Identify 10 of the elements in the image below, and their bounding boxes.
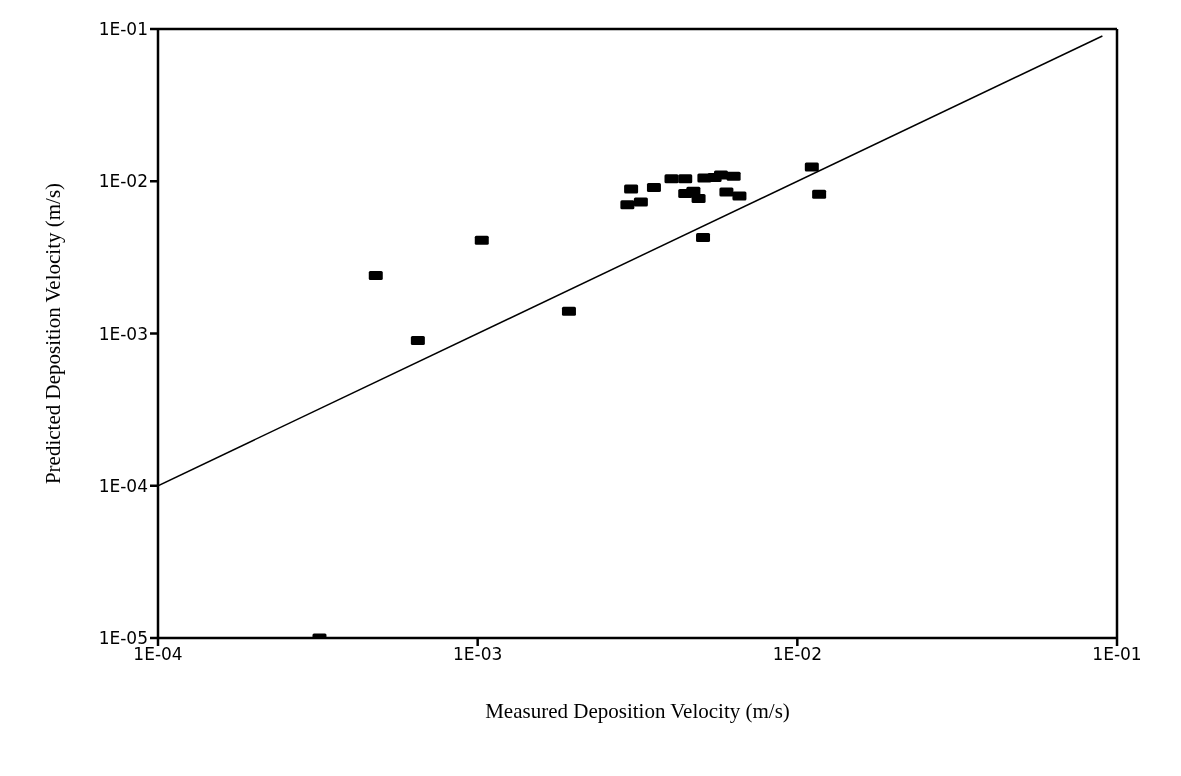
x-axis-title: Measured Deposition Velocity (m/s): [485, 699, 790, 723]
y-axis-title: Predicted Deposition Velocity (m/s): [41, 182, 66, 485]
x-tick-label: 1E-02: [772, 644, 822, 665]
x-tick-label: 1E-03: [453, 644, 503, 665]
x-tick-label: 1E-01: [1092, 644, 1142, 665]
y-tick-label: 1E-04: [98, 475, 148, 496]
y-tick-label: 1E-03: [98, 323, 148, 344]
x-tick-label: 1E-04: [133, 644, 183, 665]
y-tick-label: 1E-02: [98, 171, 148, 192]
y-tick-label: 1E-01: [98, 19, 148, 40]
